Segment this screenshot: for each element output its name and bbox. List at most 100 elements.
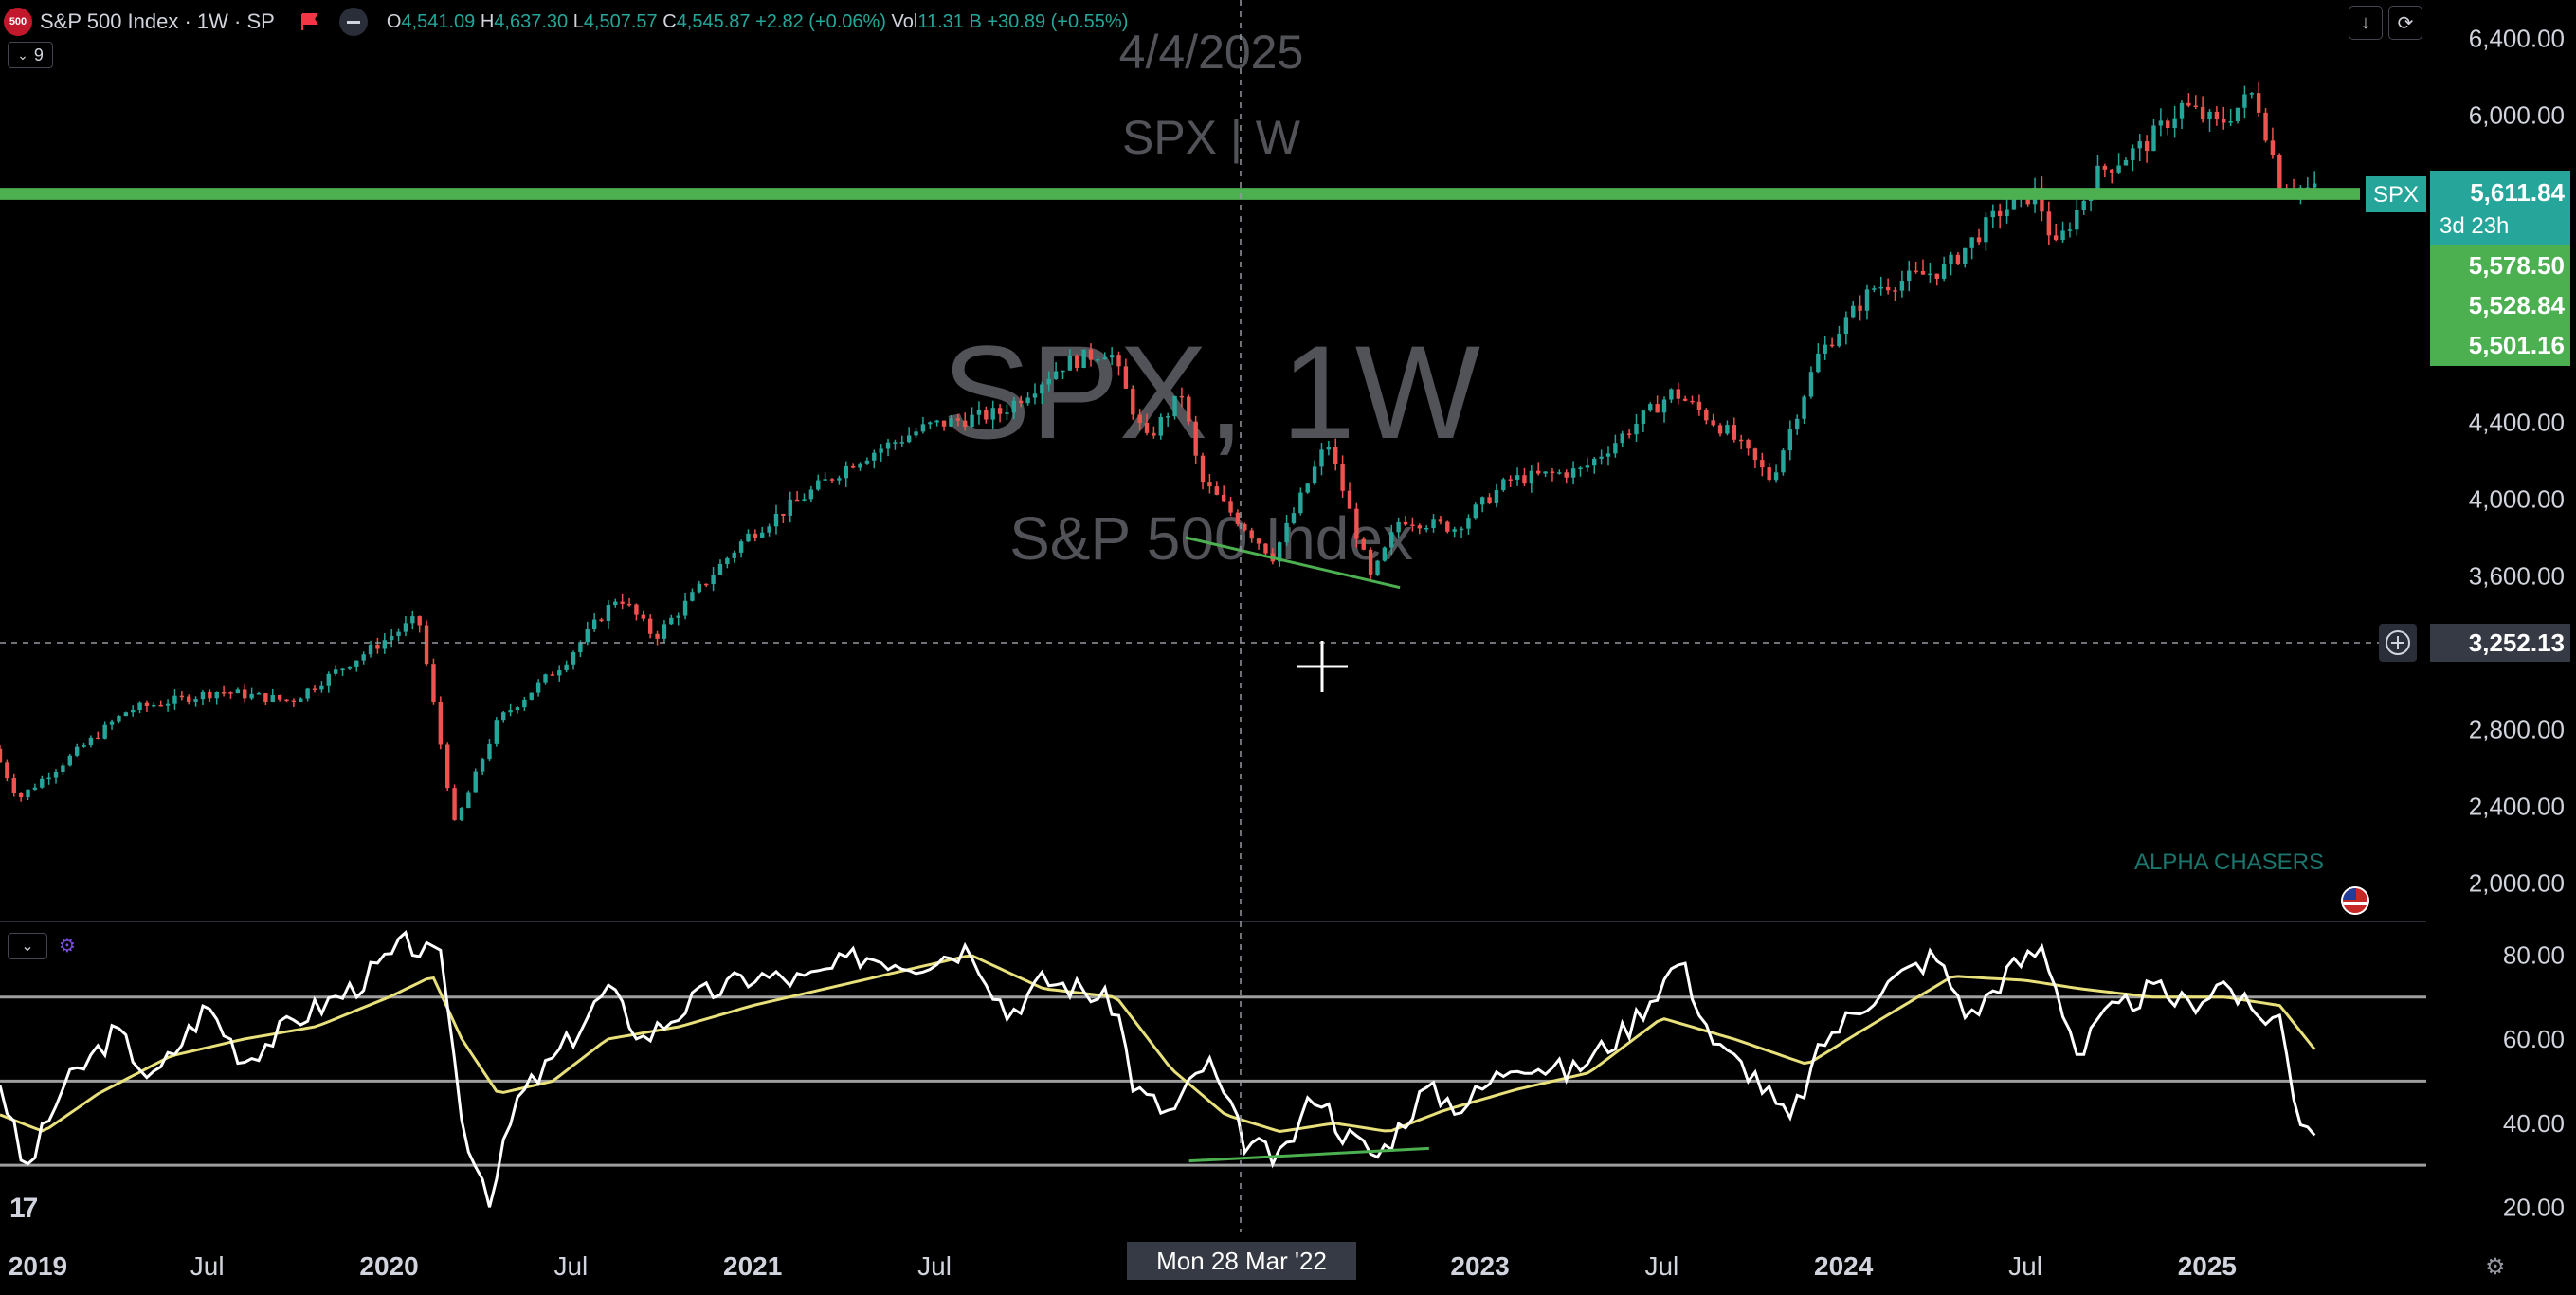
rsi-trendline (1188, 1146, 1429, 1163)
candle-body (2067, 229, 2073, 231)
candle-body (1466, 518, 1471, 529)
candle-body (1249, 530, 1254, 539)
price-trendline (1185, 536, 1401, 590)
candle-body (697, 583, 702, 593)
more-options-icon[interactable] (338, 8, 368, 36)
time-axis[interactable]: 2019 Jul 2020 Jul 2021 Jul 2023 Jul 2024 Jul 2025 (9, 1251, 2237, 1281)
candle-body (333, 669, 338, 674)
candle-body (1032, 393, 1038, 398)
candle-body (424, 625, 429, 665)
ohlc-values: O4,541.09 H4,637.30 L4,507.57 C4,545.87 … (387, 11, 1129, 33)
candle-body (1403, 521, 1408, 525)
candle-body (962, 420, 968, 428)
us-economic-event-icon[interactable] (2341, 886, 2369, 915)
candle-body (2263, 112, 2268, 141)
candle-body (606, 605, 611, 622)
volume-value: 11.31 B +30.89 (+0.55%) (917, 10, 1129, 32)
candle-body (1557, 472, 1562, 474)
price-tick: 3,600.00 (2469, 562, 2565, 591)
candle-body (1473, 504, 1478, 519)
candle-body (1410, 524, 1415, 526)
candle-body (5, 762, 9, 779)
candle-body (578, 642, 583, 653)
settings-icon[interactable]: ⚙ (2485, 1254, 2506, 1280)
candle-body (1487, 497, 1492, 503)
open-label: O (386, 10, 402, 32)
candle-body (130, 709, 136, 713)
spx-last-badge: SPX 5,611.84 3d 23h (2366, 171, 2570, 245)
price-axis[interactable]: 6,400.00 6,000.00 4,400.00 4,000.00 3,600.00… (2469, 25, 2565, 898)
candle-body (703, 583, 709, 586)
candle-body (1347, 490, 1352, 509)
candle-body (1682, 398, 1688, 401)
sp500-logo: 500 (4, 8, 32, 36)
rsi-axis[interactable]: 80.00 60.00 40.00 20.00 (2503, 940, 2565, 1221)
chevron-down-icon: ⌄ (21, 939, 34, 955)
symbol-header[interactable]: 500 S&P 500 Index · 1W · SP O4,541.09 H4… (4, 6, 1128, 38)
candle-body (396, 631, 401, 636)
candle-body (1976, 237, 1982, 243)
candle-body (1725, 425, 1730, 434)
refresh-icon[interactable]: ⟳ (2388, 6, 2422, 40)
trendlines[interactable] (1185, 536, 1429, 1163)
last-price: 5,611.84 (2470, 178, 2565, 207)
candle-body (243, 689, 247, 699)
indicator-settings-icon[interactable]: ⚙ (59, 935, 76, 957)
time-tick: Jul (1644, 1251, 1678, 1281)
candle-body (1298, 492, 1303, 514)
open-value: 4,541.09 (401, 10, 476, 32)
candle-body (2081, 201, 2086, 210)
flag-icon[interactable] (299, 11, 320, 32)
candle-body (1990, 210, 1995, 218)
candle-body (249, 693, 254, 699)
candle-body (438, 702, 444, 745)
candle-body (711, 575, 716, 585)
candle-body (2144, 141, 2150, 152)
indicator-count: 9 (33, 45, 44, 64)
candle-body (2158, 120, 2164, 126)
watermark-big: SPX, 1W (942, 318, 1480, 466)
candle-body (1634, 424, 1639, 435)
arrow-down-icon[interactable]: ↓ (2349, 6, 2383, 40)
crosshair-date: Mon 28 Mar '22 (1156, 1247, 1327, 1275)
collapse-pane-button[interactable]: ⌄ (8, 933, 47, 959)
candle-body (1550, 471, 1555, 474)
candle-body (2137, 141, 2142, 149)
candle-body (1899, 281, 1905, 291)
candle-body (2075, 210, 2079, 230)
time-tick: 2025 (2178, 1251, 2237, 1281)
horizontal-lines[interactable] (0, 188, 2360, 200)
candle-body (1864, 289, 1870, 311)
candle-body (1340, 464, 1345, 491)
candle-body (1717, 425, 1723, 434)
low-label: L (572, 10, 584, 32)
candle-body (746, 533, 751, 542)
tradingview-logo-icon[interactable]: 17 (9, 1193, 38, 1224)
candle-body (1843, 317, 1849, 335)
chevron-down-icon: ⌄ (17, 46, 28, 63)
candle-body (61, 765, 65, 772)
candle-body (256, 693, 262, 695)
candle-body (1172, 395, 1177, 417)
hline-price-badges: 5,578.50 5,528.84 5,501.16 (2430, 245, 2570, 366)
candle-body (773, 513, 779, 527)
candle-body (1696, 401, 1702, 410)
candle-body (1193, 421, 1198, 456)
candle-body (2193, 105, 2198, 108)
candle-body (550, 674, 555, 676)
candle-body (2228, 120, 2233, 123)
indicator-toggle[interactable]: ⌄ 9 (8, 42, 53, 68)
candle-body (1131, 388, 1135, 415)
candle-body (794, 499, 800, 502)
rsi-tick: 20.00 (2503, 1193, 2565, 1221)
symbol-title[interactable]: S&P 500 Index · 1W · SP (40, 9, 275, 33)
candle-body (585, 629, 590, 643)
candle-body (1969, 237, 1974, 248)
candle-body (235, 689, 241, 694)
candle-body (1907, 270, 1912, 282)
candle-body (2222, 118, 2226, 123)
candle-body (284, 699, 289, 702)
candle-body (1040, 384, 1044, 394)
candle-body (1543, 471, 1548, 474)
